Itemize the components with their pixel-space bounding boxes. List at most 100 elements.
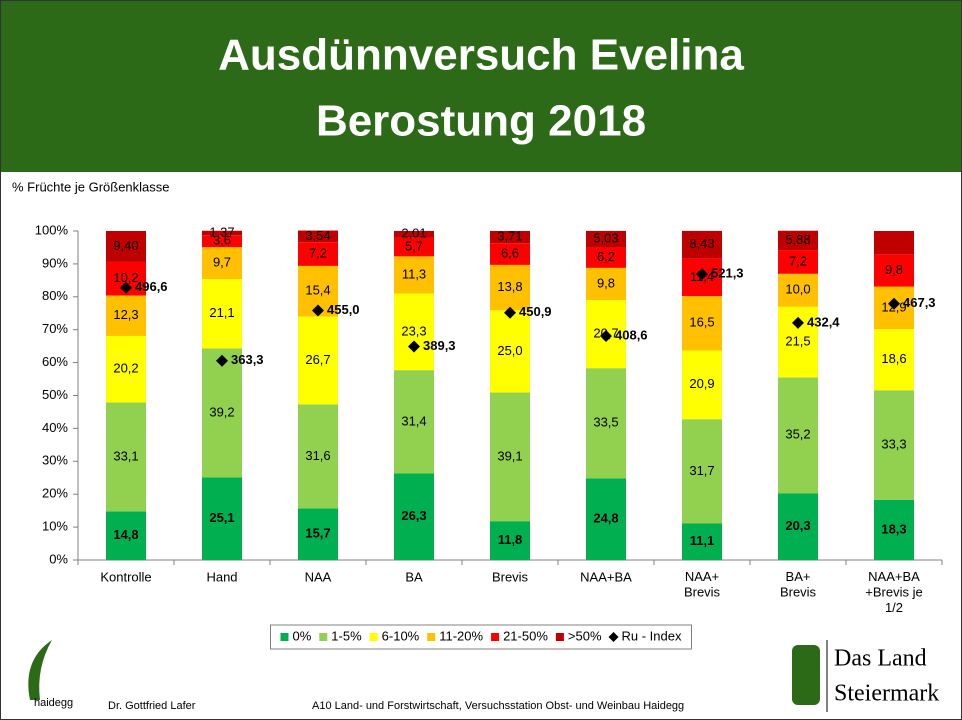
value-label: 16,5	[689, 315, 714, 330]
legend-label: 21-50%	[503, 628, 548, 643]
legend-label: Ru - Index	[622, 628, 682, 643]
page: Ausdünnversuch Evelina Berostung 2018 % …	[0, 0, 962, 720]
legend-swatch	[319, 633, 327, 641]
ru-label: 496,6	[135, 279, 168, 294]
value-label: 26,7	[305, 352, 330, 367]
value-label: 12,3	[113, 307, 138, 322]
y-tick-label: 50%	[42, 387, 68, 402]
y-tick-label: 40%	[42, 420, 68, 435]
value-label: 31,4	[401, 413, 426, 428]
bar-segment	[874, 231, 914, 254]
x-tick-label: Kontrolle	[100, 569, 151, 584]
value-label: 2,01	[401, 226, 426, 241]
x-tick-label: NAA+BA	[580, 569, 632, 584]
value-label: 25,1	[209, 510, 234, 525]
ru-label: 455,0	[327, 302, 360, 317]
value-label: 7,2	[789, 253, 807, 268]
value-label: 8,43	[689, 236, 714, 251]
value-label: 1,37	[209, 224, 234, 239]
legend-label: >50%	[568, 628, 602, 643]
value-label: 20,9	[689, 376, 714, 391]
y-tick-label: 10%	[42, 519, 68, 534]
value-label: 9,8	[885, 262, 903, 277]
value-label: 24,8	[593, 511, 618, 526]
value-label: 15,7	[305, 526, 330, 541]
ru-label: 467,3	[903, 295, 936, 310]
value-label: 33,5	[593, 415, 618, 430]
legend-swatch	[427, 633, 435, 641]
ru-label: 450,9	[519, 304, 552, 319]
coat-of-arms	[792, 645, 820, 705]
ru-label: 432,4	[807, 314, 840, 329]
value-label: 18,3	[881, 521, 906, 536]
title-line: Ausdünnversuch Evelina	[218, 31, 744, 80]
value-label: 3,71	[497, 229, 522, 244]
legend-label: 0%	[293, 628, 312, 643]
slide: Ausdünnversuch Evelina Berostung 2018 % …	[0, 0, 962, 720]
brand-line: Das Land	[834, 646, 927, 672]
value-label: 15,4	[305, 283, 330, 298]
author: Dr. Gottfried Lafer	[108, 700, 196, 712]
value-label: 31,6	[305, 448, 330, 463]
value-label: 18,6	[881, 351, 906, 366]
value-label: 33,1	[113, 448, 138, 463]
value-label: 9,7	[213, 255, 231, 270]
value-label: 13,8	[497, 279, 522, 294]
y-tick-label: 100%	[35, 222, 69, 237]
logo-text: haidegg	[34, 697, 73, 709]
x-tick-label: Brevis	[492, 569, 529, 584]
value-label: 26,3	[401, 508, 426, 523]
legend-label: 1-5%	[331, 628, 362, 643]
value-label: 11,8	[498, 532, 523, 547]
legend-swatch	[370, 633, 378, 641]
value-label: 23,3	[401, 323, 426, 338]
y-tick-label: 80%	[42, 288, 68, 303]
y-tick-label: 60%	[42, 354, 68, 369]
ru-label: 363,3	[231, 352, 264, 367]
value-label: 33,3	[881, 436, 906, 451]
ru-label: 408,6	[615, 327, 648, 342]
x-tick-label: NAA	[305, 569, 332, 584]
value-label: 20,2	[113, 361, 138, 376]
x-tick-label: BA	[405, 569, 423, 584]
value-label: 39,2	[209, 404, 234, 419]
ru-label: 521,3	[711, 266, 744, 281]
title-line: Berostung 2018	[316, 97, 646, 146]
value-label: 21,1	[209, 305, 234, 320]
legend-label: 6-10%	[382, 628, 420, 643]
value-label: 21,5	[785, 333, 810, 348]
y-tick-label: 20%	[42, 486, 68, 501]
value-label: 5,88	[785, 232, 810, 247]
value-label: 9,8	[597, 275, 615, 290]
value-label: 5,03	[593, 231, 618, 246]
value-label: 11,3	[402, 266, 426, 281]
legend-swatch	[281, 633, 289, 641]
y-tick-label: 70%	[42, 321, 68, 336]
institution: A10 Land- und Forstwirtschaft, Versuchss…	[312, 700, 684, 712]
value-label: 3,54	[305, 228, 330, 243]
legend-swatch	[556, 633, 564, 641]
y-tick-label: 30%	[42, 453, 68, 468]
y-tick-label: 0%	[49, 551, 68, 566]
legend-swatch	[491, 633, 499, 641]
x-tick-label: Hand	[206, 569, 237, 584]
value-label: 10,0	[785, 282, 810, 297]
ru-label: 389,3	[423, 338, 456, 353]
value-label: 6,2	[597, 249, 615, 264]
header-band	[0, 0, 962, 172]
value-label: 20,3	[785, 518, 810, 533]
y-axis-label: % Früchte je Größenklasse	[12, 179, 170, 194]
value-label: 35,2	[785, 427, 810, 442]
brand-line: Steiermark	[834, 681, 939, 707]
value-label: 25,0	[497, 343, 522, 358]
value-label: 7,2	[309, 245, 327, 260]
value-label: 14,8	[113, 527, 138, 542]
legend-label: 11-20%	[439, 628, 483, 643]
value-label: 11,1	[690, 533, 715, 548]
value-label: 31,7	[689, 463, 714, 478]
y-tick-label: 90%	[42, 255, 68, 270]
value-label: 9,40	[113, 238, 138, 253]
value-label: 39,1	[497, 448, 522, 463]
value-label: 6,6	[501, 245, 519, 260]
x-tick-label: NAA+Brevis	[684, 569, 721, 600]
